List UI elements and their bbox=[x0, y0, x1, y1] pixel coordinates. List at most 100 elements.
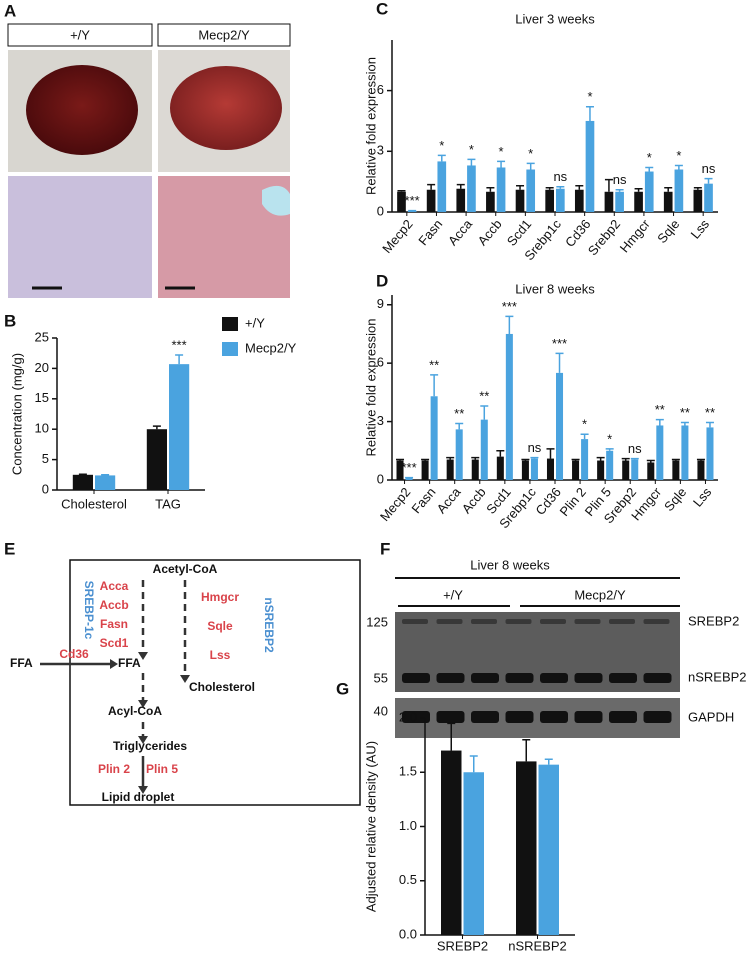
mw-marker: 40 bbox=[374, 703, 388, 718]
x-tick-label: Hmgcr bbox=[617, 216, 654, 255]
x-tick-label: Acca bbox=[434, 484, 465, 516]
error-bar bbox=[634, 187, 643, 192]
bar bbox=[672, 460, 680, 480]
error-bar bbox=[680, 421, 689, 426]
band bbox=[471, 711, 499, 723]
x-tick-label: TAG bbox=[155, 496, 181, 511]
bar bbox=[556, 372, 564, 480]
liver bbox=[26, 65, 138, 155]
panel-letter: F bbox=[380, 539, 390, 558]
metabolite: Cholesterol bbox=[189, 680, 255, 694]
bar bbox=[681, 425, 689, 480]
error-bar bbox=[546, 448, 555, 459]
bar bbox=[634, 191, 643, 212]
error-bar bbox=[645, 166, 654, 172]
significance: ** bbox=[429, 357, 439, 372]
bar bbox=[516, 761, 537, 935]
y-tick-label: 15 bbox=[35, 390, 49, 405]
bar bbox=[521, 460, 529, 480]
error-bar bbox=[427, 183, 436, 190]
x-tick-label: Fasn bbox=[415, 216, 445, 248]
error-bar bbox=[671, 458, 680, 461]
band bbox=[574, 673, 603, 683]
bar bbox=[505, 333, 513, 480]
bar bbox=[706, 427, 714, 480]
significance: ** bbox=[655, 402, 665, 417]
error-bar bbox=[396, 458, 405, 461]
panel-letter: A bbox=[4, 1, 16, 20]
bar bbox=[693, 189, 703, 212]
band bbox=[471, 673, 499, 683]
metabolite: FFA bbox=[10, 656, 33, 670]
gene: Acca bbox=[100, 579, 129, 593]
band bbox=[436, 673, 465, 683]
band bbox=[471, 619, 497, 624]
error-bar bbox=[674, 164, 683, 170]
error-bar bbox=[175, 354, 184, 365]
y-tick-label: 0 bbox=[42, 481, 49, 496]
y-tick-label: 25 bbox=[35, 329, 49, 344]
error-bar bbox=[516, 184, 525, 190]
error-bar bbox=[526, 162, 535, 170]
error-bar bbox=[471, 456, 480, 460]
panel-letter: B bbox=[4, 311, 16, 330]
significance: * bbox=[676, 148, 681, 163]
band bbox=[436, 619, 463, 624]
panel-letter: D bbox=[376, 271, 388, 290]
y-tick-label: 10 bbox=[35, 421, 49, 436]
significance: ns bbox=[628, 441, 642, 456]
band bbox=[505, 673, 534, 683]
bar bbox=[581, 439, 589, 480]
band bbox=[540, 619, 566, 624]
y-tick-label: 0.5 bbox=[399, 872, 417, 887]
band bbox=[505, 619, 532, 624]
error-bar bbox=[705, 421, 714, 428]
bar bbox=[437, 161, 447, 212]
bar bbox=[663, 191, 673, 212]
header-box bbox=[157, 23, 291, 47]
bar bbox=[604, 191, 614, 212]
bar bbox=[644, 171, 654, 212]
x-tick-label: Lss bbox=[688, 216, 713, 242]
bar bbox=[467, 165, 476, 212]
panel-letter: E bbox=[4, 539, 15, 558]
band bbox=[505, 711, 534, 723]
bar bbox=[486, 191, 495, 212]
error-bar bbox=[421, 458, 430, 461]
band bbox=[574, 711, 603, 723]
band-label: GAPDH bbox=[688, 709, 734, 724]
band bbox=[436, 711, 465, 723]
error-bar bbox=[446, 456, 455, 460]
chart-title: Liver 8 weeks bbox=[515, 281, 595, 296]
bar bbox=[496, 456, 504, 480]
y-tick-label: 20 bbox=[35, 360, 49, 375]
y-tick-label: 2.0 bbox=[399, 709, 417, 724]
band bbox=[402, 619, 428, 624]
error-bar bbox=[693, 186, 702, 190]
bar bbox=[455, 429, 463, 480]
error-bar bbox=[455, 422, 464, 430]
error-bar bbox=[544, 758, 553, 765]
chart-title: Liver 3 weeks bbox=[515, 11, 595, 26]
bar bbox=[631, 459, 639, 480]
y-tick-label: 3 bbox=[377, 143, 384, 158]
bar bbox=[656, 425, 664, 480]
band bbox=[643, 711, 672, 723]
error-bar bbox=[596, 456, 605, 461]
bar bbox=[463, 772, 484, 935]
y-tick-label: 6 bbox=[377, 355, 384, 370]
bar bbox=[530, 458, 538, 480]
significance: *** bbox=[405, 193, 420, 208]
band bbox=[574, 619, 601, 624]
x-tick-label: SREBP2 bbox=[437, 938, 488, 953]
bar bbox=[426, 189, 436, 212]
y-tick-label: 0 bbox=[377, 471, 384, 486]
bar bbox=[674, 169, 684, 212]
gene: Accb bbox=[99, 598, 128, 612]
bar bbox=[556, 188, 565, 212]
bar bbox=[515, 189, 525, 212]
y-tick-label: 3 bbox=[377, 413, 384, 428]
bar bbox=[572, 460, 580, 480]
significance: *** bbox=[552, 336, 567, 351]
bar bbox=[704, 183, 713, 212]
